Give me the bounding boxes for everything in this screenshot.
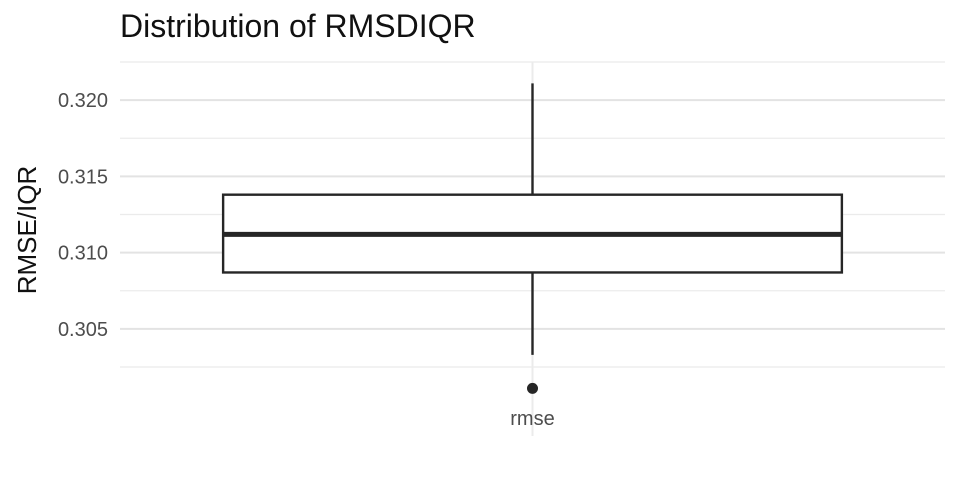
x-tick-label: rmse — [510, 408, 554, 430]
y-tick-label: 0.305 — [58, 319, 108, 341]
y-axis-title: RMSE/IQR — [12, 166, 42, 295]
x-tick-labels: rmse — [510, 408, 554, 430]
y-tick-label: 0.315 — [58, 166, 108, 188]
box-layer — [221, 83, 844, 394]
y-tick-label: 0.320 — [58, 90, 108, 112]
chart-title: Distribution of RMSDIQR — [120, 8, 476, 44]
y-tick-labels: 0.305 0.310 0.315 0.320 — [58, 90, 108, 341]
outlier-point — [527, 382, 538, 394]
y-tick-label: 0.310 — [58, 243, 108, 265]
